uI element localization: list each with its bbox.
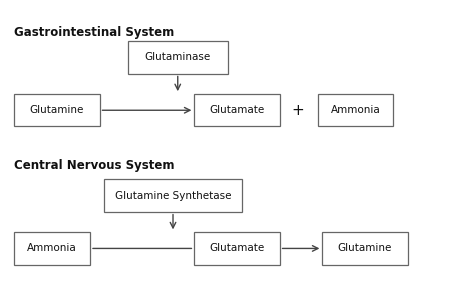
FancyBboxPatch shape: [318, 94, 393, 126]
Text: Glutamate: Glutamate: [210, 105, 264, 115]
FancyBboxPatch shape: [322, 232, 408, 265]
Text: Glutaminase: Glutaminase: [145, 52, 211, 62]
FancyBboxPatch shape: [128, 41, 228, 74]
Text: Gastrointestinal System: Gastrointestinal System: [14, 26, 174, 39]
FancyBboxPatch shape: [104, 179, 242, 212]
Text: Glutamine Synthetase: Glutamine Synthetase: [115, 191, 231, 201]
FancyBboxPatch shape: [14, 94, 100, 126]
Text: Glutamate: Glutamate: [210, 243, 264, 253]
Text: Central Nervous System: Central Nervous System: [14, 159, 175, 172]
Text: Glutamine: Glutamine: [30, 105, 84, 115]
FancyBboxPatch shape: [194, 94, 280, 126]
Text: Glutamine: Glutamine: [338, 243, 392, 253]
Text: +: +: [292, 103, 304, 118]
Text: Ammonia: Ammonia: [27, 243, 77, 253]
FancyBboxPatch shape: [14, 232, 90, 265]
FancyBboxPatch shape: [194, 232, 280, 265]
Text: Ammonia: Ammonia: [331, 105, 380, 115]
